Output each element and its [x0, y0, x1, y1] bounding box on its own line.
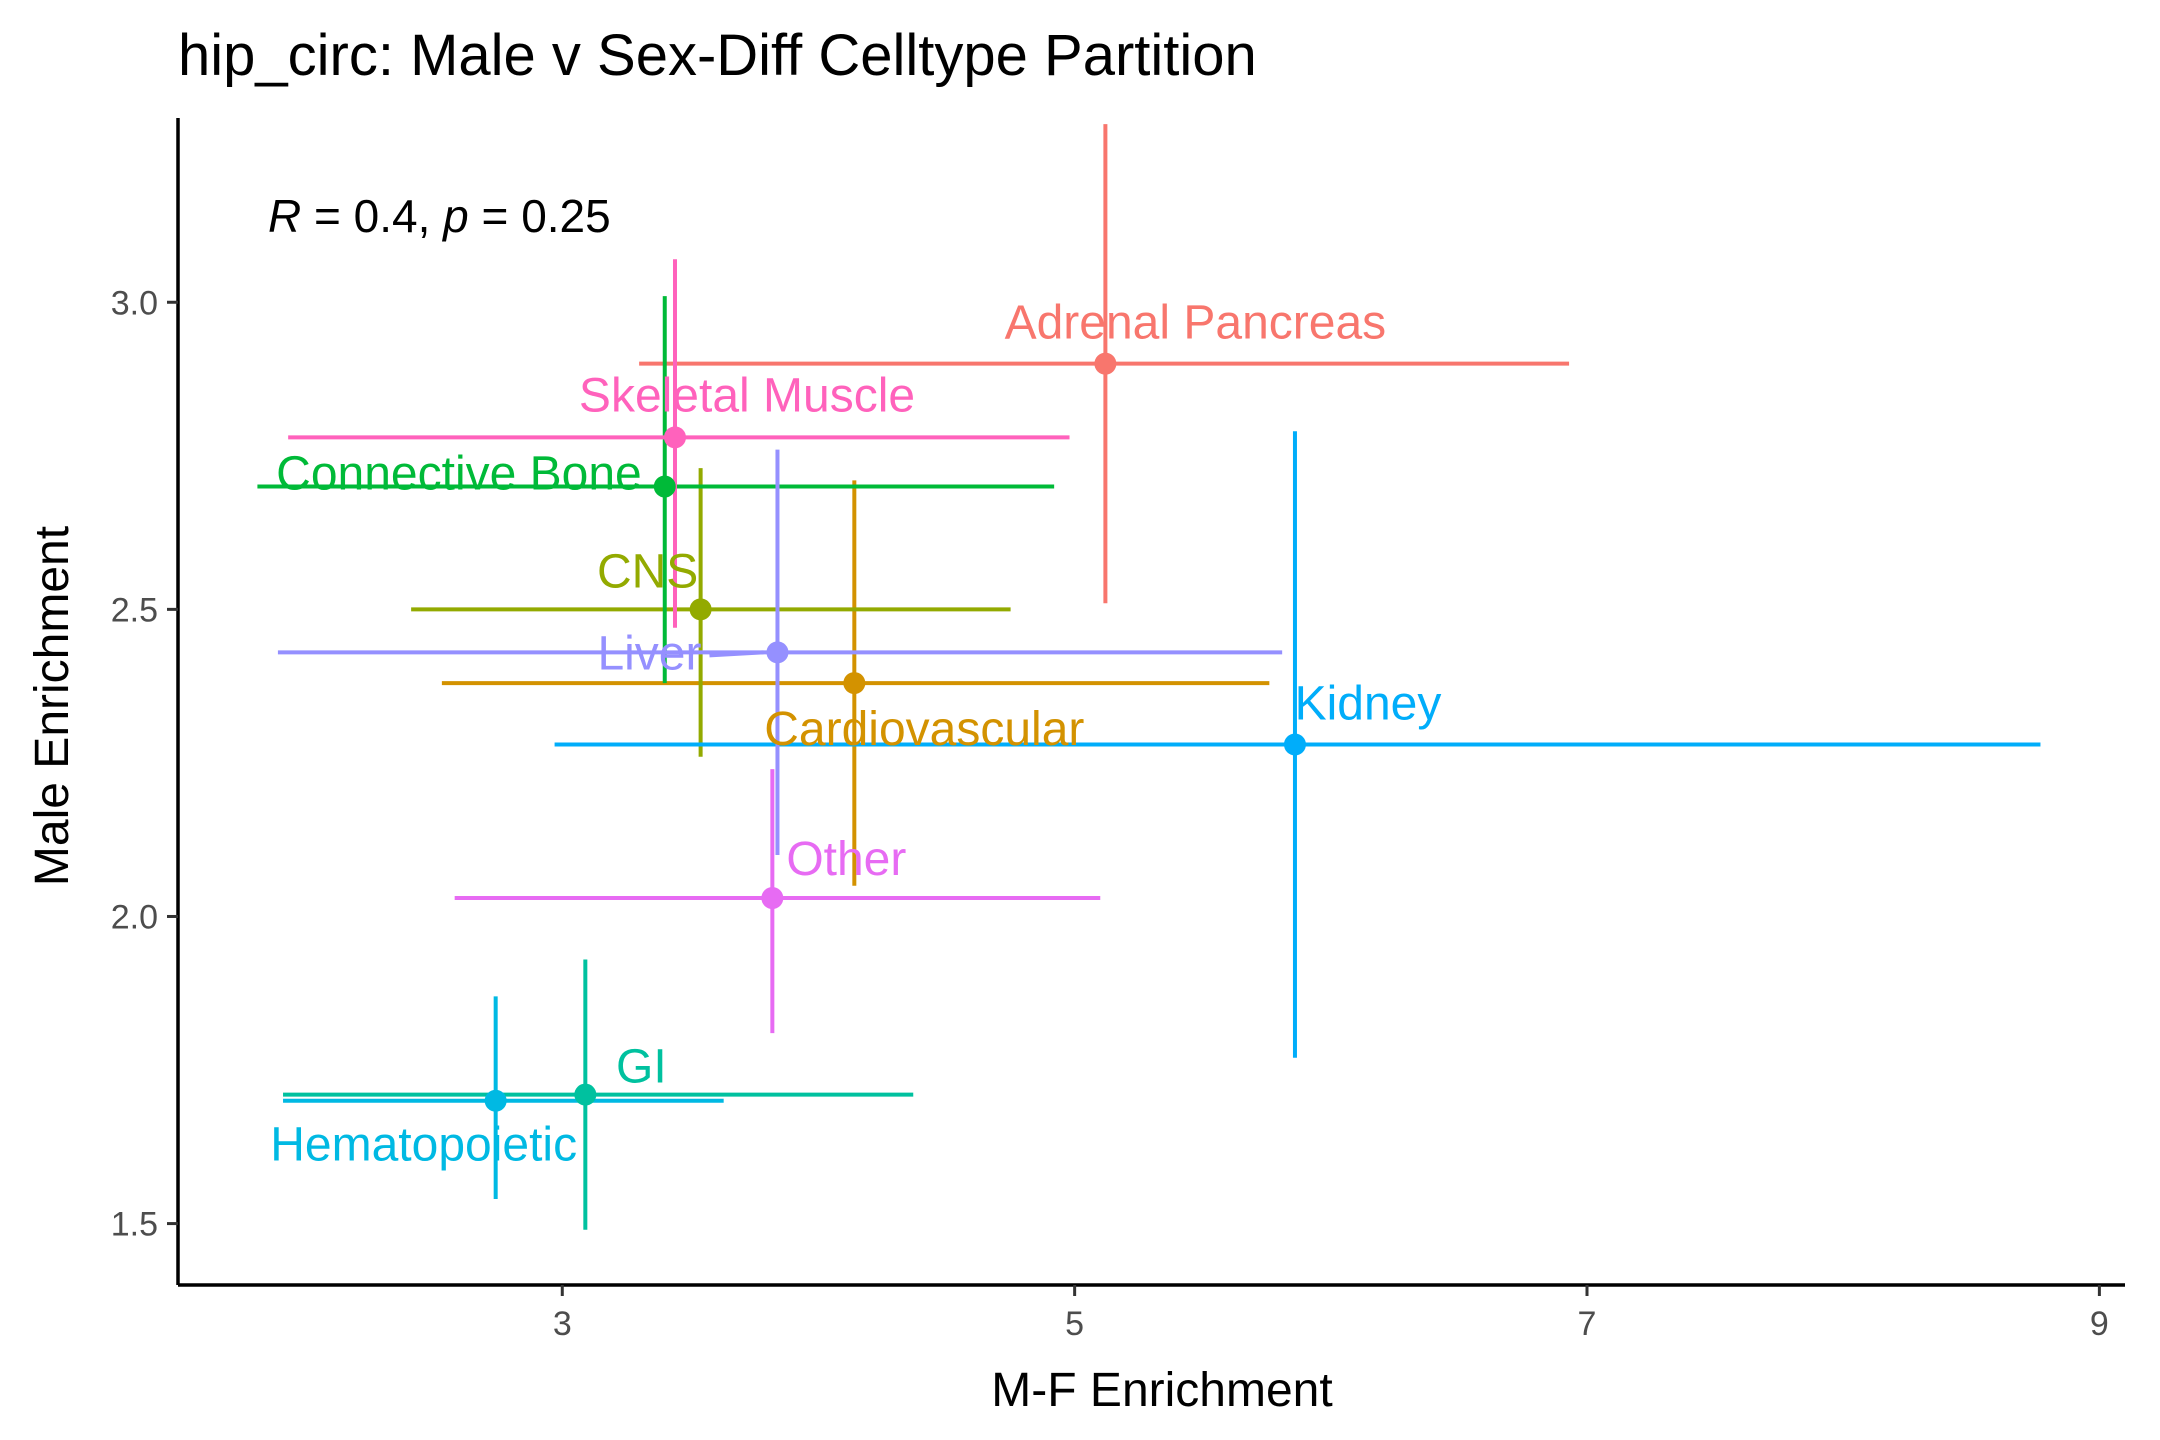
point-hematopoietic [484, 1089, 507, 1112]
label-kidney: Kidney [1295, 677, 1442, 730]
x-tick-label: 3 [553, 1305, 572, 1343]
y-tick-label: 2.5 [111, 591, 158, 629]
annotation-r-symbol: R [268, 190, 301, 242]
label-hematopoietic: Hematopoietic [270, 1119, 577, 1172]
y-axis: 1.5 2.0 2.5 3.0 [111, 118, 180, 1285]
y-tick-label: 1.5 [111, 1206, 158, 1244]
point-liver [766, 641, 789, 664]
y-tick-label: 3.0 [111, 284, 158, 322]
chart-title: hip_circ: Male v Sex-Diff Celltype Parti… [178, 23, 1257, 88]
label-leader-liver [709, 650, 764, 658]
label-cns: CNS [597, 545, 698, 598]
x-tick-label: 7 [1578, 1305, 1597, 1343]
label-cardiovascular: Cardiovascular [764, 703, 1084, 756]
point-skeletal-muscle [663, 426, 686, 449]
label-other: Other [786, 833, 906, 886]
point-kidney [1283, 733, 1306, 756]
annotation-r-value: = 0.4, [301, 190, 443, 242]
annotation-p-symbol: p [441, 190, 469, 242]
label-skeletal-muscle: Skeletal Muscle [579, 369, 915, 422]
point-cns [689, 598, 712, 621]
point-labels: Adrenal Pancreas Cardiovascular CNS Connect… [270, 297, 1441, 1172]
label-adrenal-pancreas: Adrenal Pancreas [1005, 297, 1387, 350]
label-gi: GI [616, 1041, 667, 1094]
point-cardiovascular [843, 672, 866, 695]
data-points [484, 352, 1306, 1112]
point-gi [574, 1083, 597, 1106]
label-liver: Liver [597, 627, 701, 680]
point-connective-bone [653, 475, 676, 498]
annotation-p-value: = 0.25 [469, 190, 611, 242]
point-adrenal-pancreas [1094, 352, 1117, 375]
y-axis-title: Male Enrichment [26, 526, 79, 886]
point-other [761, 887, 784, 910]
correlation-annotation: R = 0.4, p = 0.25 [268, 190, 611, 242]
x-axis: 3 5 7 9 [178, 1283, 2125, 1343]
x-tick-label: 5 [1065, 1305, 1084, 1343]
error-bars [257, 124, 2041, 1230]
x-axis-title: M-F Enrichment [991, 1364, 1332, 1417]
x-tick-label: 9 [2090, 1305, 2109, 1343]
label-connective-bone: Connective Bone [276, 448, 642, 501]
y-tick-label: 2.0 [111, 898, 158, 936]
